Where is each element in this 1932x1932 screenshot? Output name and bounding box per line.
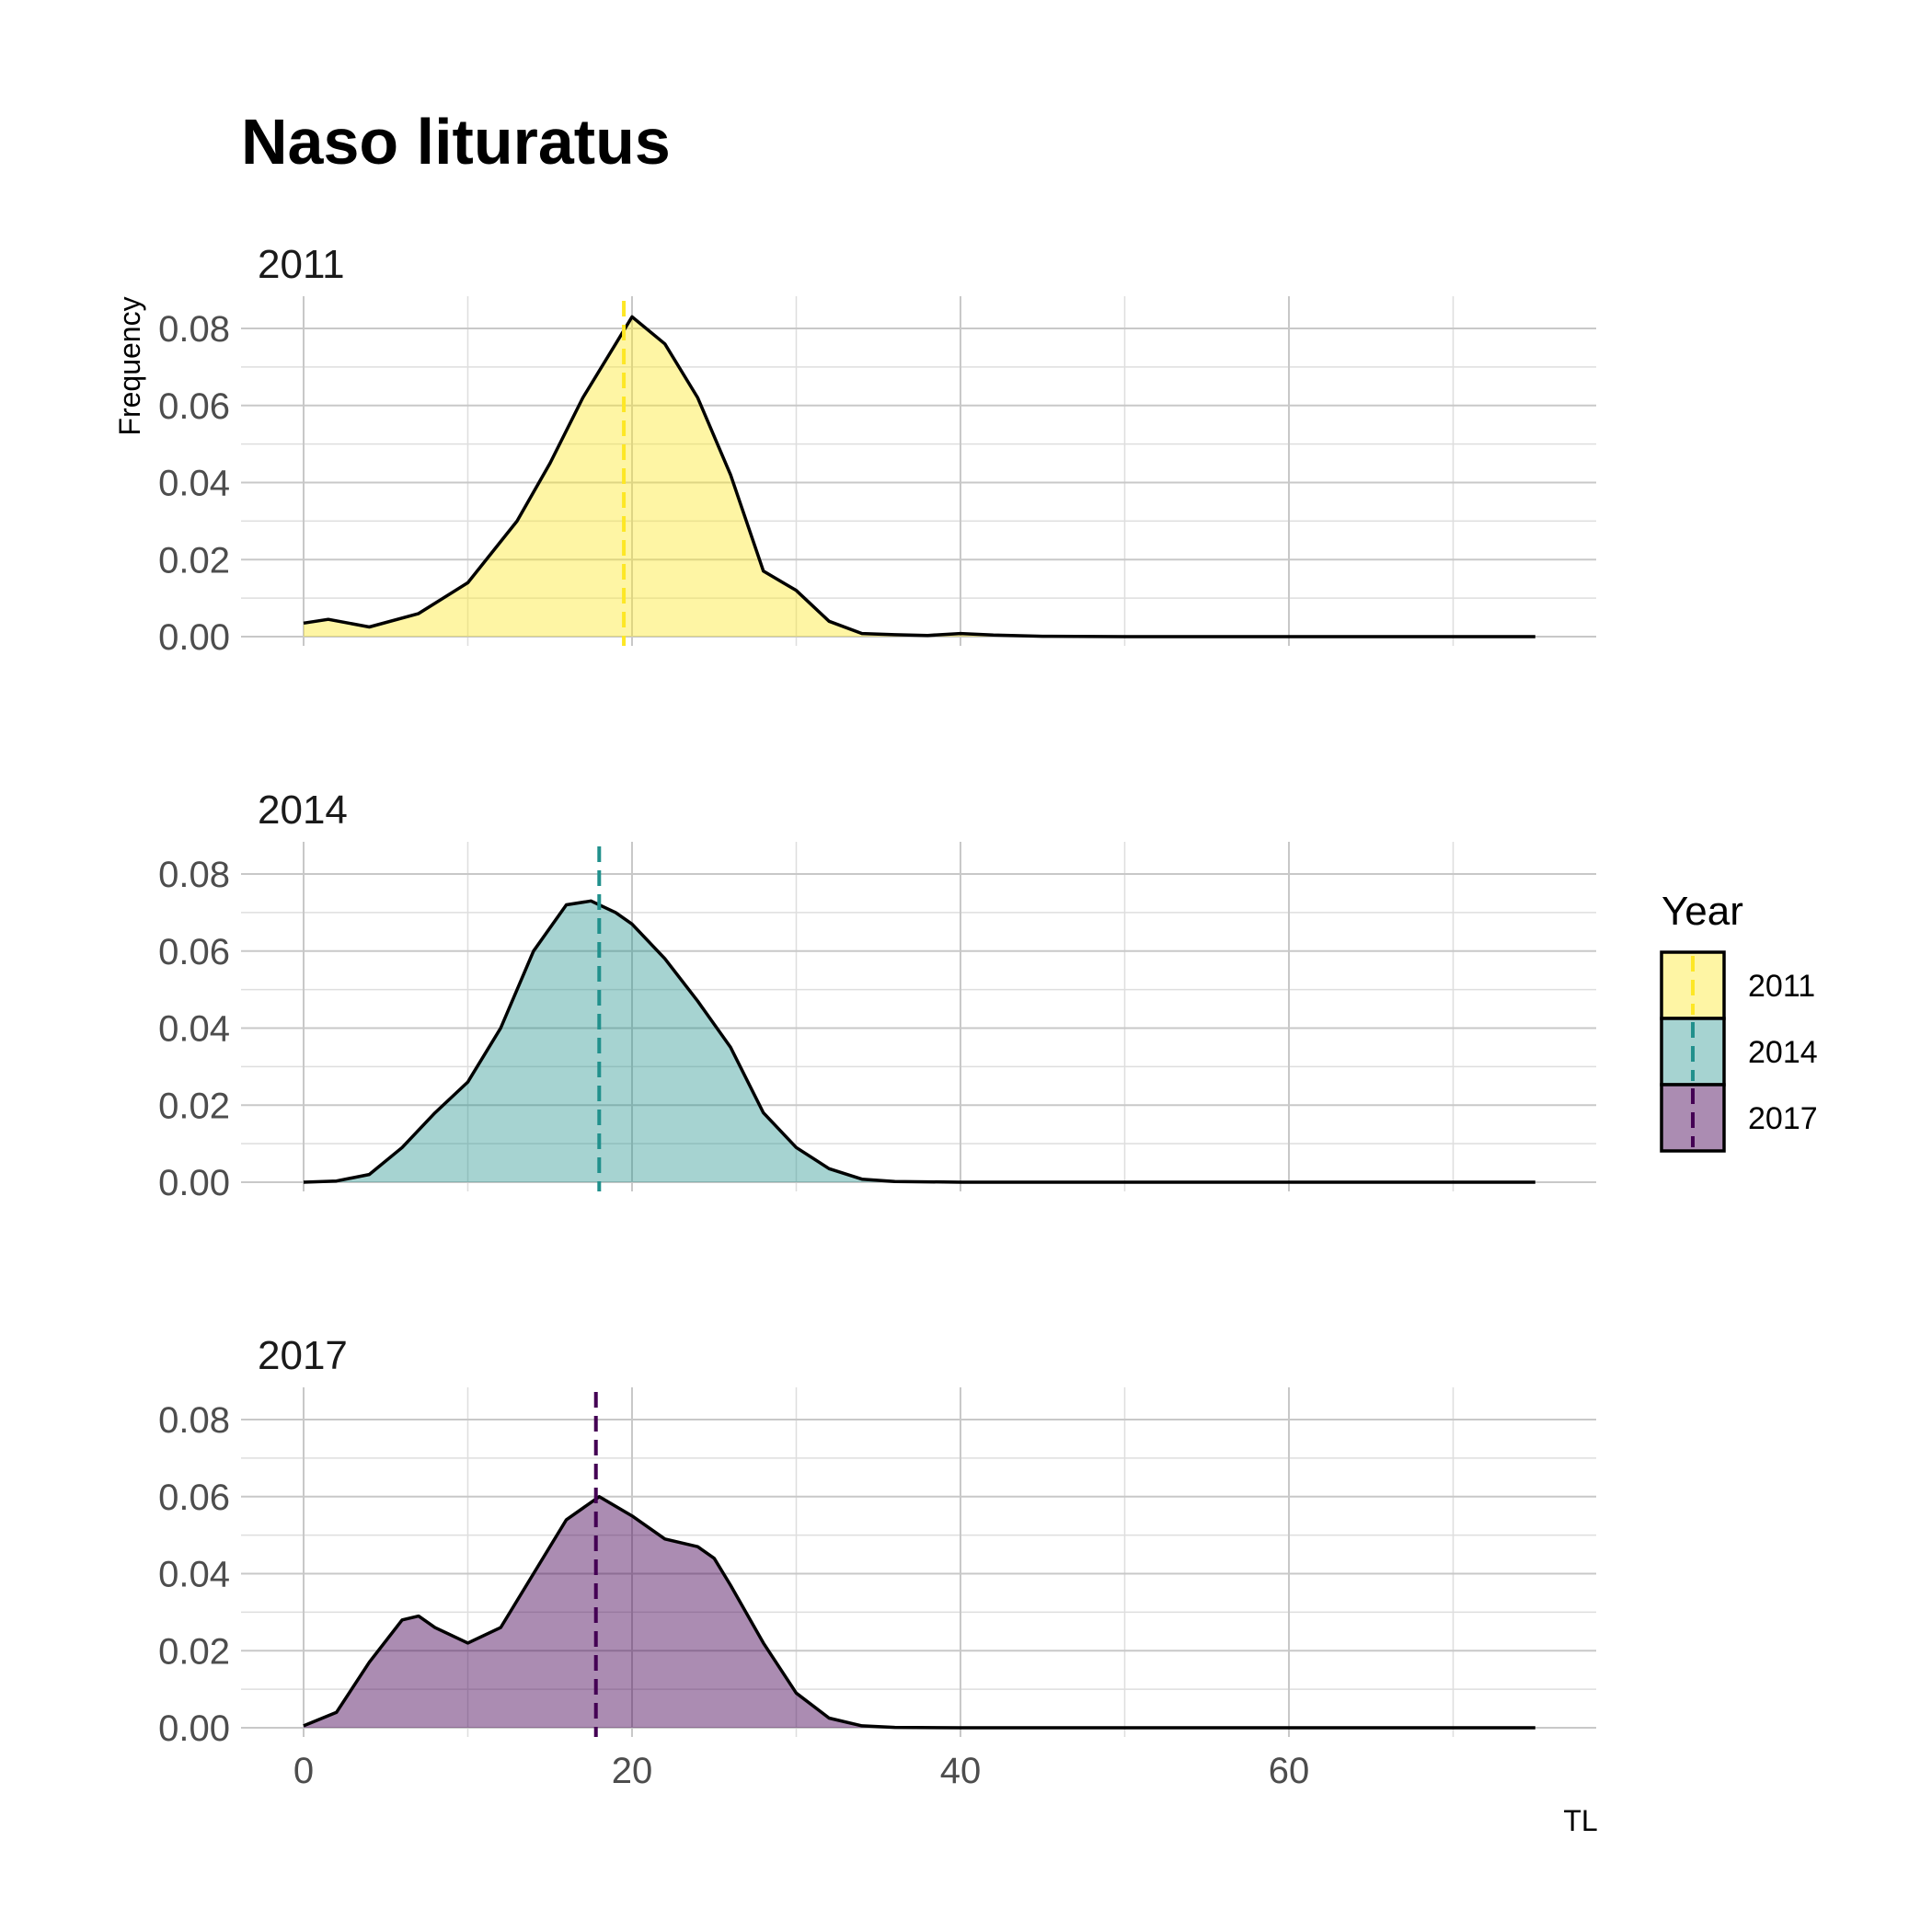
chart-title: Naso lituratus (241, 106, 671, 178)
y-tick-label: 0.02 (158, 540, 230, 581)
legend-label-2017: 2017 (1748, 1101, 1818, 1136)
density-curve-2017 (303, 1495, 1535, 1730)
density-curve-2011 (303, 315, 1535, 638)
x-tick-label: 20 (612, 1751, 653, 1791)
y-tick-label: 0.08 (158, 309, 230, 350)
y-tick-label: 0.02 (158, 1631, 230, 1672)
legend-item-2017: 2017 (1660, 1083, 1818, 1153)
y-tick-label: 0.00 (158, 1708, 230, 1749)
x-axis-label: TL (1563, 1804, 1597, 1837)
y-tick-label: 0.06 (158, 1478, 230, 1518)
panel-2011: 2011 0.00 0.02 0.04 0.06 0.08 (158, 242, 1596, 658)
legend-item-2014: 2014 (1660, 1017, 1818, 1087)
y-tick-label: 0.04 (158, 1555, 230, 1595)
x-tick-label: 40 (940, 1751, 982, 1791)
y-tick-label: 0.02 (158, 1086, 230, 1126)
y-tick-label: 0.08 (158, 855, 230, 895)
y-axis-label: Frequency (113, 296, 146, 435)
legend-title: Year (1662, 889, 1743, 934)
y-tick-label: 0.00 (158, 1163, 230, 1203)
density-area-2011 (304, 316, 1535, 637)
y-tick-label: 0.04 (158, 1009, 230, 1050)
x-tick-label: 60 (1269, 1751, 1310, 1791)
legend: Year 2011 2014 2017 (1660, 889, 1818, 1153)
panel-2017: 2017 0.00 0.02 0.04 0.06 0.08 0 20 40 60 (158, 1333, 1596, 1791)
y-tick-label: 0.08 (158, 1400, 230, 1441)
panel-label: 2014 (258, 788, 348, 833)
panel-label: 2017 (258, 1333, 348, 1378)
x-tick-label: 0 (293, 1751, 314, 1791)
legend-item-2011: 2011 (1660, 950, 1815, 1020)
density-area-2017 (304, 1496, 1535, 1728)
y-tick-label: 0.04 (158, 464, 230, 504)
legend-label-2014: 2014 (1748, 1035, 1818, 1070)
panel-2014: 2014 0.00 0.02 0.04 0.06 0.08 (158, 788, 1596, 1203)
y-tick-label: 0.06 (158, 386, 230, 427)
density-curve-2014 (303, 899, 1535, 1184)
legend-label-2011: 2011 (1748, 969, 1815, 1004)
panel-label: 2011 (258, 242, 345, 287)
y-tick-label: 0.00 (158, 617, 230, 658)
facet-panels: 2011 0.00 0.02 0.04 0.06 0.08 2014 0.00 0.02 0.04… (158, 242, 1596, 1791)
y-tick-label: 0.06 (158, 932, 230, 972)
density-area-2014 (304, 901, 1535, 1182)
